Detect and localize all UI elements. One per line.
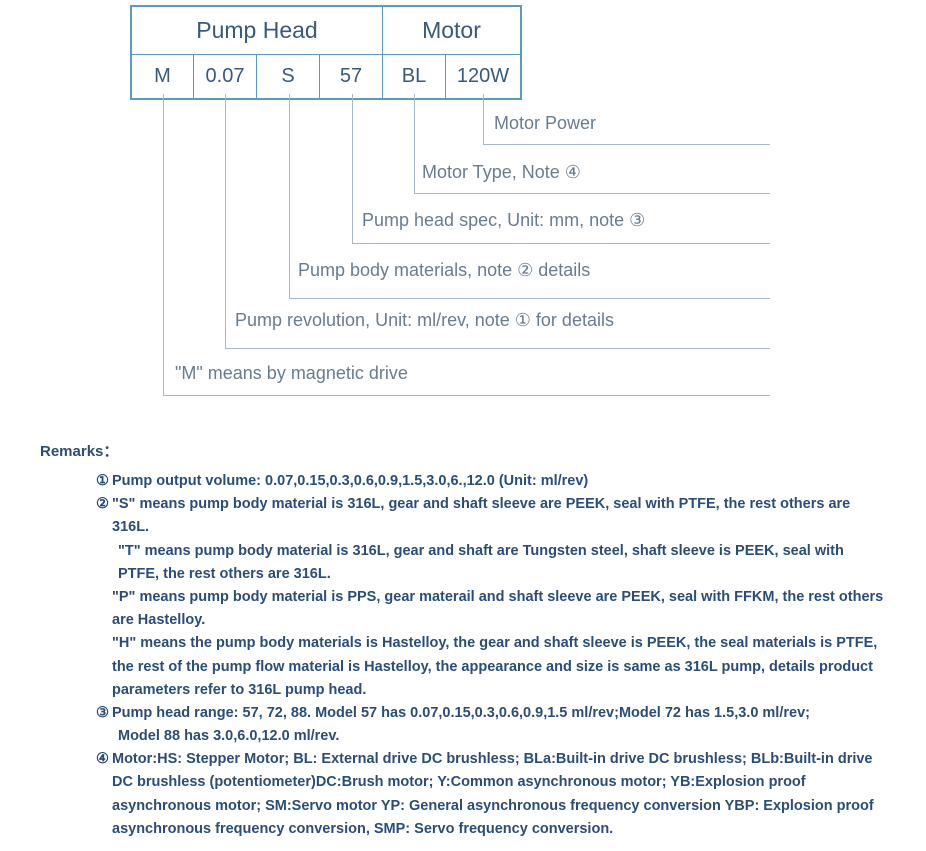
remark-1: ① Pump output volume: 0.07,0.15,0.3,0.6,… xyxy=(96,470,886,493)
header-pump-head: Pump Head xyxy=(132,7,383,55)
remark-4-num: ④ xyxy=(96,748,112,771)
remark-3: ③ Pump head range: 57, 72, 88. Model 57 … xyxy=(96,702,886,725)
code-diagram: Pump Head Motor M 0.07 S 57 BL 120W Moto… xyxy=(0,0,926,400)
remark-2-text-c: "P" means pump body material is PPS, gea… xyxy=(112,586,886,632)
remark-3-text-b: Model 88 has 3.0,6.0,12.0 ml/rev. xyxy=(112,725,886,748)
code-cell-m: M xyxy=(132,55,194,99)
code-table: Pump Head Motor M 0.07 S 57 BL 120W xyxy=(130,5,522,100)
header-motor: Motor xyxy=(383,7,521,55)
remark-2-text-b: "T" means pump body material is 316L, ge… xyxy=(112,540,886,586)
remark-2-text-d: "H" means the pump body materials is Has… xyxy=(112,632,886,702)
remarks-section: Remarks： ① Pump output volume: 0.07,0.15… xyxy=(0,400,926,851)
label-m-means: "M" means by magnetic drive xyxy=(175,363,408,384)
remark-3-num: ③ xyxy=(96,702,112,725)
leader-m-means xyxy=(163,94,770,396)
remark-1-text: Pump output volume: 0.07,0.15,0.3,0.6,0.… xyxy=(112,470,886,493)
code-cell-bl: BL xyxy=(383,55,446,99)
remark-2-text: "S" means pump body material is 316L, ge… xyxy=(112,493,886,539)
code-cell-120w: 120W xyxy=(446,55,521,99)
code-cell-57: 57 xyxy=(320,55,383,99)
code-cell-s: S xyxy=(257,55,320,99)
remark-1-num: ① xyxy=(96,470,112,493)
code-cell-007: 0.07 xyxy=(194,55,257,99)
remark-2: ② "S" means pump body material is 316L, … xyxy=(96,493,886,539)
remark-2-num: ② xyxy=(96,493,112,516)
remarks-title: Remarks： xyxy=(40,440,886,464)
remark-3-text: Pump head range: 57, 72, 88. Model 57 ha… xyxy=(112,702,886,725)
remark-4-text: Motor:HS: Stepper Motor; BL: External dr… xyxy=(112,748,886,841)
remark-4: ④ Motor:HS: Stepper Motor; BL: External … xyxy=(96,748,886,841)
